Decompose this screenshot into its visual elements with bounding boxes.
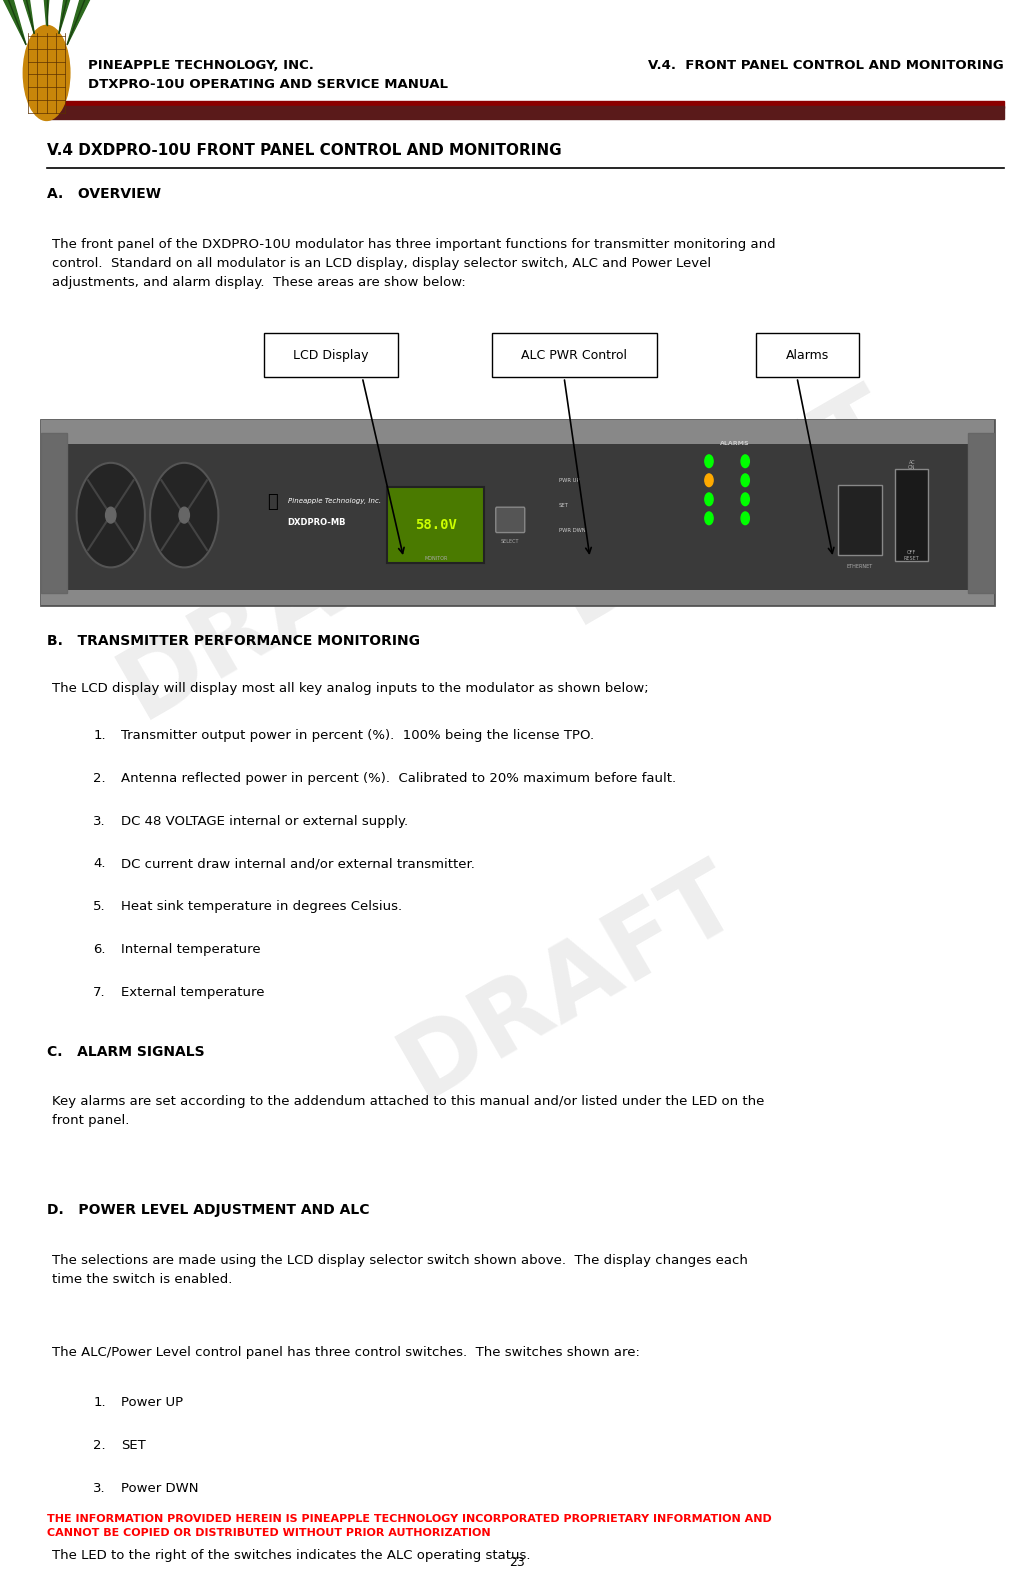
Text: SET: SET [121, 1439, 146, 1452]
Polygon shape [2, 0, 26, 44]
FancyBboxPatch shape [968, 433, 994, 593]
Polygon shape [16, 0, 34, 33]
Text: 2.: 2. [93, 1439, 106, 1452]
FancyBboxPatch shape [496, 507, 525, 533]
Circle shape [741, 474, 749, 487]
Text: DTXPRO-10U OPERATING AND SERVICE MANUAL: DTXPRO-10U OPERATING AND SERVICE MANUAL [88, 78, 448, 90]
Text: 6.: 6. [93, 943, 106, 956]
FancyBboxPatch shape [41, 590, 994, 605]
Polygon shape [67, 0, 91, 44]
Text: Internal temperature: Internal temperature [121, 943, 261, 956]
Text: A.   OVERVIEW: A. OVERVIEW [47, 187, 160, 201]
Text: SELECT: SELECT [501, 539, 520, 544]
Text: Power DWN: Power DWN [121, 1482, 199, 1495]
Text: 3.: 3. [93, 1482, 106, 1495]
Text: Antenna reflected power in percent (%).  Calibrated to 20% maximum before fault.: Antenna reflected power in percent (%). … [121, 772, 676, 785]
FancyBboxPatch shape [838, 485, 882, 555]
Text: ALC PWR Control: ALC PWR Control [522, 349, 627, 361]
Circle shape [741, 455, 749, 468]
Circle shape [741, 493, 749, 506]
Text: 1.: 1. [93, 1396, 106, 1409]
Text: DRAFT: DRAFT [538, 372, 911, 642]
Polygon shape [41, 0, 52, 25]
Text: Key alarms are set according to the addendum attached to this manual and/or list: Key alarms are set according to the adde… [52, 1095, 764, 1127]
Text: PINEAPPLE TECHNOLOGY, INC.: PINEAPPLE TECHNOLOGY, INC. [88, 59, 314, 71]
Bar [47, 106, 1004, 119]
FancyBboxPatch shape [756, 333, 859, 377]
FancyBboxPatch shape [492, 333, 657, 377]
Text: The LED to the right of the switches indicates the ALC operating status.: The LED to the right of the switches ind… [52, 1549, 530, 1561]
Text: Pineapple Technology, Inc.: Pineapple Technology, Inc. [288, 498, 381, 504]
Text: The LCD display will display most all key analog inputs to the modulator as show: The LCD display will display most all ke… [52, 682, 648, 694]
Circle shape [106, 507, 116, 523]
FancyBboxPatch shape [41, 420, 994, 605]
Text: ALARMS: ALARMS [720, 441, 749, 445]
Text: 2.: 2. [93, 772, 106, 785]
Text: THE INFORMATION PROVIDED HEREIN IS PINEAPPLE TECHNOLOGY INCORPORATED PROPRIETARY: THE INFORMATION PROVIDED HEREIN IS PINEA… [47, 1514, 771, 1537]
Text: PWR UP: PWR UP [559, 477, 580, 483]
Circle shape [705, 512, 713, 525]
Text: DC current draw internal and/or external transmitter.: DC current draw internal and/or external… [121, 857, 475, 870]
FancyBboxPatch shape [895, 469, 928, 561]
Text: The selections are made using the LCD display selector switch shown above.  The : The selections are made using the LCD di… [52, 1254, 747, 1285]
Text: 7.: 7. [93, 986, 106, 999]
Circle shape [179, 507, 189, 523]
Text: OFF
RESET: OFF RESET [904, 550, 920, 561]
Polygon shape [59, 0, 78, 33]
FancyBboxPatch shape [41, 433, 67, 593]
Text: AC
ON: AC ON [908, 460, 916, 471]
Text: Transmitter output power in percent (%).  100% being the license TPO.: Transmitter output power in percent (%).… [121, 729, 594, 742]
Text: 58.0V: 58.0V [415, 518, 456, 531]
Text: PWR DWN: PWR DWN [559, 528, 586, 534]
Text: Power UP: Power UP [121, 1396, 183, 1409]
Text: Heat sink temperature in degrees Celsius.: Heat sink temperature in degrees Celsius… [121, 900, 403, 913]
Ellipse shape [23, 25, 69, 120]
Text: 1.: 1. [93, 729, 106, 742]
Text: DRAFT: DRAFT [383, 848, 756, 1117]
Circle shape [705, 474, 713, 487]
Text: The front panel of the DXDPRO-10U modulator has three important functions for tr: The front panel of the DXDPRO-10U modula… [52, 238, 775, 288]
Circle shape [705, 493, 713, 506]
Text: 🍍: 🍍 [267, 493, 277, 512]
Text: The ALC/Power Level control panel has three control switches.  The switches show: The ALC/Power Level control panel has th… [52, 1346, 640, 1358]
Text: ETHERNET: ETHERNET [847, 564, 874, 569]
Text: DC 48 VOLTAGE internal or external supply.: DC 48 VOLTAGE internal or external suppl… [121, 815, 408, 827]
FancyBboxPatch shape [264, 333, 398, 377]
Text: V.4.  FRONT PANEL CONTROL AND MONITORING: V.4. FRONT PANEL CONTROL AND MONITORING [648, 59, 1004, 71]
Circle shape [705, 455, 713, 468]
Text: Alarms: Alarms [786, 349, 829, 361]
Text: 23: 23 [509, 1556, 526, 1569]
Circle shape [150, 463, 218, 567]
Text: LCD Display: LCD Display [294, 349, 368, 361]
Text: 3.: 3. [93, 815, 106, 827]
FancyBboxPatch shape [387, 487, 484, 563]
Text: V.4 DXDPRO-10U FRONT PANEL CONTROL AND MONITORING: V.4 DXDPRO-10U FRONT PANEL CONTROL AND M… [47, 143, 561, 157]
Text: 5.: 5. [93, 900, 106, 913]
Text: B.   TRANSMITTER PERFORMANCE MONITORING: B. TRANSMITTER PERFORMANCE MONITORING [47, 634, 419, 648]
Text: SET: SET [559, 502, 569, 509]
Text: 4.: 4. [93, 857, 106, 870]
Text: DXDPRO-MB: DXDPRO-MB [288, 518, 347, 528]
Circle shape [77, 463, 145, 567]
Circle shape [741, 512, 749, 525]
Text: D.   POWER LEVEL ADJUSTMENT AND ALC: D. POWER LEVEL ADJUSTMENT AND ALC [47, 1203, 369, 1217]
FancyBboxPatch shape [41, 420, 994, 444]
Bar [47, 101, 1004, 108]
Text: DRAFT: DRAFT [104, 468, 476, 737]
Text: MONITOR: MONITOR [424, 556, 447, 561]
Text: External temperature: External temperature [121, 986, 265, 999]
Text: C.   ALARM SIGNALS: C. ALARM SIGNALS [47, 1045, 204, 1059]
